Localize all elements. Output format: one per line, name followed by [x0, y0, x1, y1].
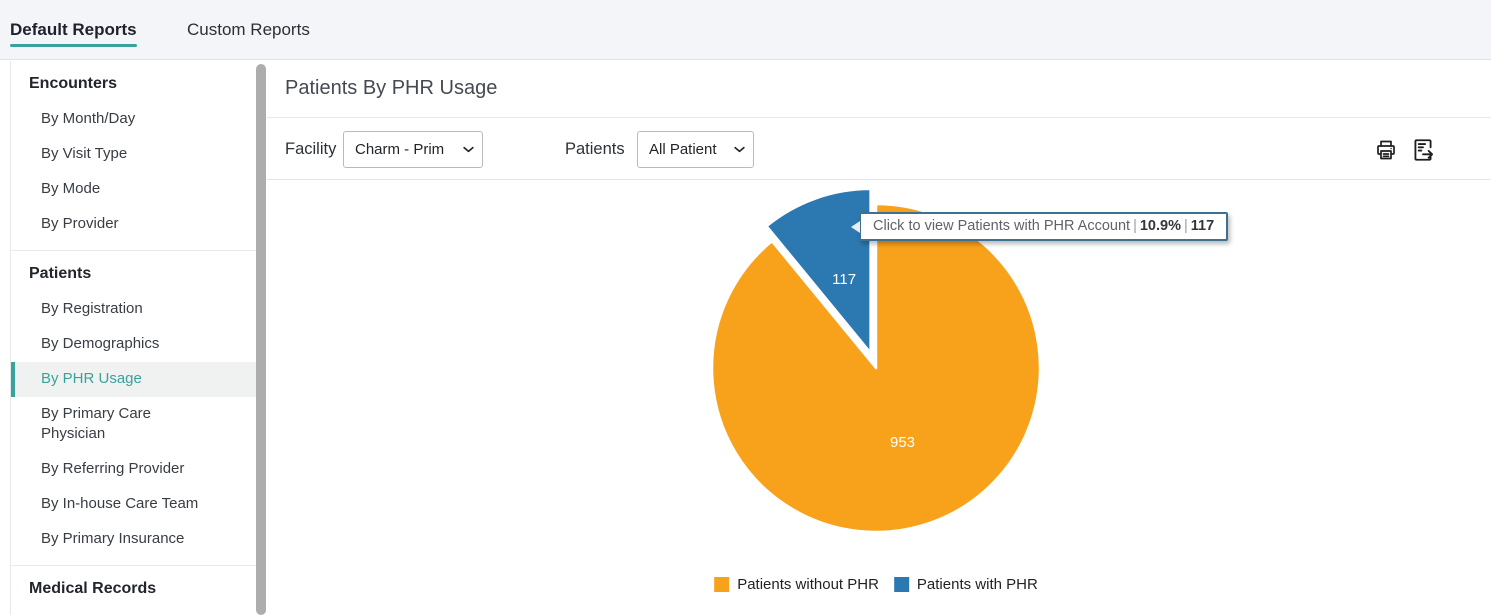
sidebar-item-by-primary-insurance[interactable]: By Primary Insurance [41, 530, 185, 547]
tab-custom-reports-label: Custom Reports [187, 19, 310, 39]
tooltip-separator: | [1183, 218, 1188, 234]
section-header-patients: Patients [29, 265, 92, 282]
legend-item-patients-with-phr[interactable]: Patients with PHR [893, 576, 1038, 593]
legend-label: Patients with PHR [916, 576, 1038, 593]
report-filter-bar: Facility Charm - Prim Patients All Patie… [267, 118, 1491, 180]
sidebar-item-top-20-diagnoses[interactable]: Top 20 Diagnoses [11, 607, 256, 615]
sidebar-item-by-phr-usage[interactable]: By PHR Usage [11, 362, 256, 397]
patients-select-value: All Patient [649, 141, 717, 158]
chart-legend: Patients without PHR Patients with PHR [714, 576, 1038, 593]
pie-slice-patients-without-phr[interactable] [710, 202, 1042, 534]
sidebar-item-by-registration[interactable]: By Registration [41, 300, 143, 317]
export-report-icon [1414, 139, 1434, 161]
chevron-down-icon [463, 146, 474, 153]
sidebar-item-by-mode[interactable]: By Mode [41, 180, 101, 197]
tooltip-text: Click to view Patients with PHR Account [873, 218, 1131, 234]
sidebar-scrollbar-thumb[interactable] [256, 64, 266, 615]
tooltip-percent: 10.9% [1139, 218, 1181, 234]
tab-default-reports[interactable]: Default Reports [10, 0, 137, 59]
patients-label: Patients [565, 139, 625, 158]
print-button[interactable] [1373, 137, 1399, 163]
pie-data-label: 953 [890, 434, 915, 451]
sidebar-item-by-demographics[interactable]: By Demographics [41, 335, 160, 352]
facility-label: Facility [285, 139, 337, 158]
sidebar-scrollbar [256, 62, 266, 615]
tab-bar: Default Reports Custom Reports [0, 0, 1491, 60]
sidebar-section-encounters: Encounters By Month/Day By Visit Type By… [11, 61, 256, 250]
sidebar-item-by-visit-type[interactable]: By Visit Type [41, 145, 128, 162]
facility-select-value: Charm - Prim [355, 141, 445, 158]
sidebar-section-patients: Patients By Registration By Demographics… [11, 250, 256, 565]
patients-select[interactable]: All Patient [637, 131, 754, 168]
tooltip-count: 117 [1190, 218, 1215, 234]
facility-select[interactable]: Charm - Prim [343, 131, 483, 168]
sidebar-item-by-in-house-care-team[interactable]: By In-house Care Team [41, 495, 199, 512]
legend-swatch-orange [714, 577, 730, 592]
sidebar-section-medical-records: Medical Records Top 20 Diagnoses [11, 565, 256, 615]
report-main-panel: Patients By PHR Usage Facility Charm - P… [267, 61, 1491, 615]
sidebar-item-by-primary-care-physician[interactable]: By Primary Care Physician [41, 405, 152, 442]
legend-swatch-blue [893, 577, 909, 592]
sidebar-item-by-referring-provider[interactable]: By Referring Provider [41, 460, 185, 477]
chevron-down-icon [734, 146, 745, 153]
phr-usage-pie-chart: 953 117 [710, 187, 1042, 534]
pie-data-label: 117 [832, 271, 856, 288]
pie-slice-tooltip: Click to view Patients with PHR Account |… [850, 212, 1229, 241]
pie-slice-patients-with-phr[interactable] [765, 187, 872, 355]
page-title: Patients By PHR Usage [285, 77, 498, 99]
export-button[interactable] [1410, 137, 1436, 163]
tab-default-reports-label: Default Reports [10, 19, 137, 39]
sidebar-item-by-provider[interactable]: By Provider [41, 215, 119, 232]
printer-icon [1377, 140, 1395, 160]
report-title-row: Patients By PHR Usage [267, 61, 1491, 118]
legend-item-patients-without-phr[interactable]: Patients without PHR [714, 576, 879, 593]
legend-label: Patients without PHR [737, 576, 879, 593]
section-header-encounters: Encounters [29, 75, 118, 92]
tooltip-separator: | [1133, 218, 1137, 234]
section-header-medical-records: Medical Records [29, 580, 157, 597]
tab-custom-reports[interactable]: Custom Reports [187, 0, 310, 59]
sidebar-item-by-month-day[interactable]: By Month/Day [41, 110, 136, 127]
reports-sidebar: Encounters By Month/Day By Visit Type By… [10, 61, 256, 615]
